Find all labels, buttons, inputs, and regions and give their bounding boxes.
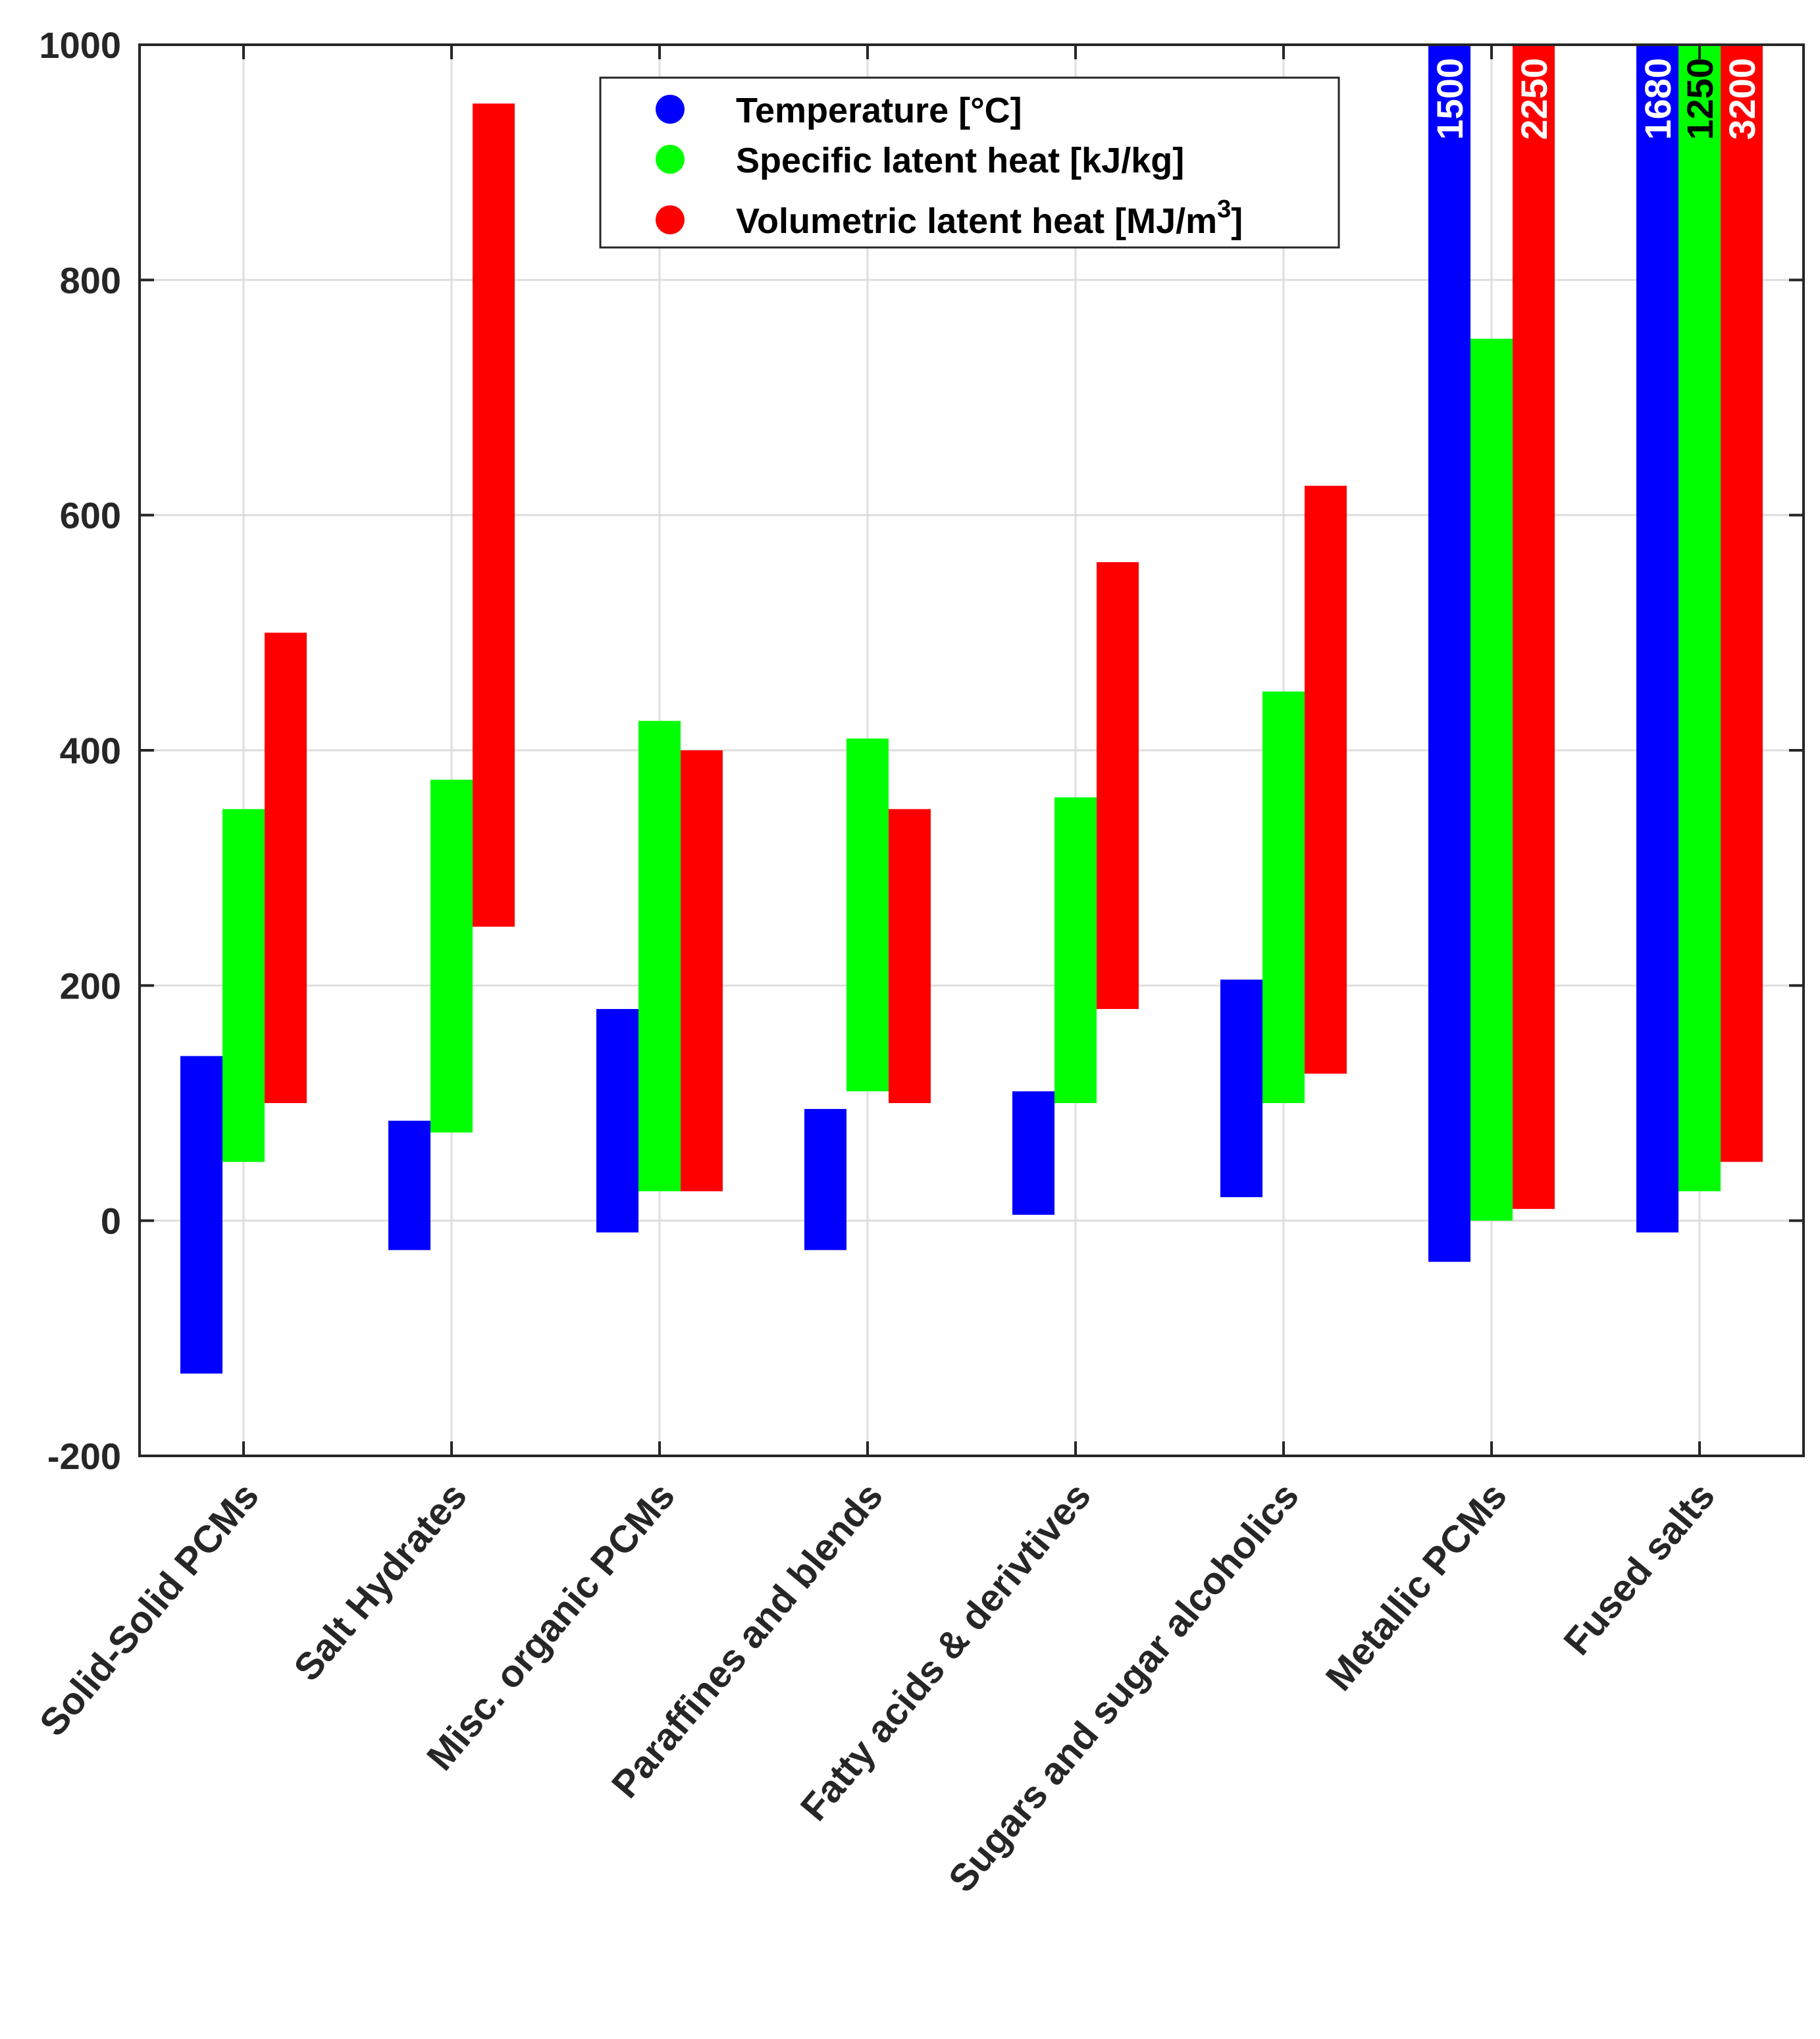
- y-tick-label: 800: [60, 259, 121, 301]
- legend-label-specific-latent-heat: Specific latent heat [kJ/kg]: [736, 141, 1184, 180]
- bar-value-label: 1250: [1679, 58, 1721, 140]
- legend-marker-volumetric-latent-heat: [656, 205, 685, 234]
- bar-value-label: 1500: [1429, 58, 1470, 140]
- bar-specific-latent-heat-kj-kg-fused-salts: [1678, 45, 1721, 1191]
- bar-value-labels: 1500 1680 1250 2250 3200: [1429, 58, 1763, 140]
- bar-value-label: 1680: [1637, 58, 1678, 140]
- legend-box: [599, 76, 1340, 249]
- bar-temperature-c-solid-solid-pcms: [180, 1056, 222, 1374]
- bar-volumetric-latent-heat-mj-m3-misc-organic-pcms: [681, 750, 723, 1191]
- bar-volumetric-latent-heat-mj-m3-paraffines-and-blends: [889, 809, 931, 1103]
- legend-label-volumetric-superscript: 3: [1217, 195, 1231, 223]
- bars: [180, 45, 1763, 1374]
- legend-label-volumetric-suffix: ]: [1231, 201, 1243, 241]
- bar-temperature-c-salt-hydrates: [388, 1120, 430, 1251]
- bar-volumetric-latent-heat-mj-m3-sugars-and-sugar-alcoholics: [1305, 486, 1347, 1074]
- bar-volumetric-latent-heat-mj-m3-salt-hydrates: [473, 103, 515, 927]
- legend-marker-specific-latent-heat: [656, 145, 685, 174]
- legend-label-volumetric-latent-heat: Volumetric latent heat [MJ/m3]: [736, 195, 1243, 241]
- legend-label-volumetric-text: Volumetric latent heat [MJ/m: [736, 201, 1217, 241]
- legend-label-temperature: Temperature [°C]: [736, 91, 1022, 130]
- y-tick-label: 600: [60, 495, 121, 536]
- bar-specific-latent-heat-kj-kg-fatty-acids-derivtives: [1054, 797, 1097, 1103]
- bar-value-label: 2250: [1513, 58, 1555, 140]
- bar-specific-latent-heat-kj-kg-sugars-and-sugar-alcoholics: [1262, 691, 1305, 1103]
- bar-volumetric-latent-heat-mj-m3-metallic-pcms: [1513, 45, 1555, 1209]
- bar-temperature-c-sugars-and-sugar-alcoholics: [1220, 979, 1262, 1197]
- y-tick-label: 200: [60, 965, 121, 1006]
- bar-volumetric-latent-heat-mj-m3-fatty-acids-derivtives: [1097, 562, 1139, 1010]
- bar-specific-latent-heat-kj-kg-solid-solid-pcms: [222, 809, 265, 1162]
- bar-specific-latent-heat-kj-kg-misc-organic-pcms: [638, 721, 681, 1191]
- bar-specific-latent-heat-kj-kg-salt-hydrates: [430, 779, 473, 1133]
- y-axis-ticks: -200 0 200 400 600 800 1000: [39, 24, 1804, 1477]
- bar-temperature-c-metallic-pcms: [1428, 45, 1470, 1262]
- y-tick-label: 400: [60, 730, 121, 771]
- bar-volumetric-latent-heat-mj-m3-solid-solid-pcms: [265, 632, 307, 1103]
- bar-volumetric-latent-heat-mj-m3-fused-salts: [1721, 45, 1763, 1162]
- y-tick-label: -200: [47, 1435, 121, 1477]
- bar-specific-latent-heat-kj-kg-paraffines-and-blends: [846, 738, 889, 1092]
- bar-temperature-c-fused-salts: [1636, 45, 1678, 1233]
- bar-temperature-c-fatty-acids-derivtives: [1012, 1091, 1054, 1215]
- legend-marker-temperature: [656, 95, 685, 124]
- legend: Temperature [°C] Specific latent heat [k…: [599, 76, 1340, 249]
- bar-temperature-c-misc-organic-pcms: [596, 1009, 638, 1233]
- y-tick-label: 0: [101, 1200, 121, 1242]
- bar-specific-latent-heat-kj-kg-metallic-pcms: [1470, 338, 1513, 1221]
- y-tick-label: 1000: [39, 24, 121, 66]
- bar-temperature-c-paraffines-and-blends: [804, 1108, 846, 1251]
- bar-value-label: 3200: [1721, 58, 1763, 140]
